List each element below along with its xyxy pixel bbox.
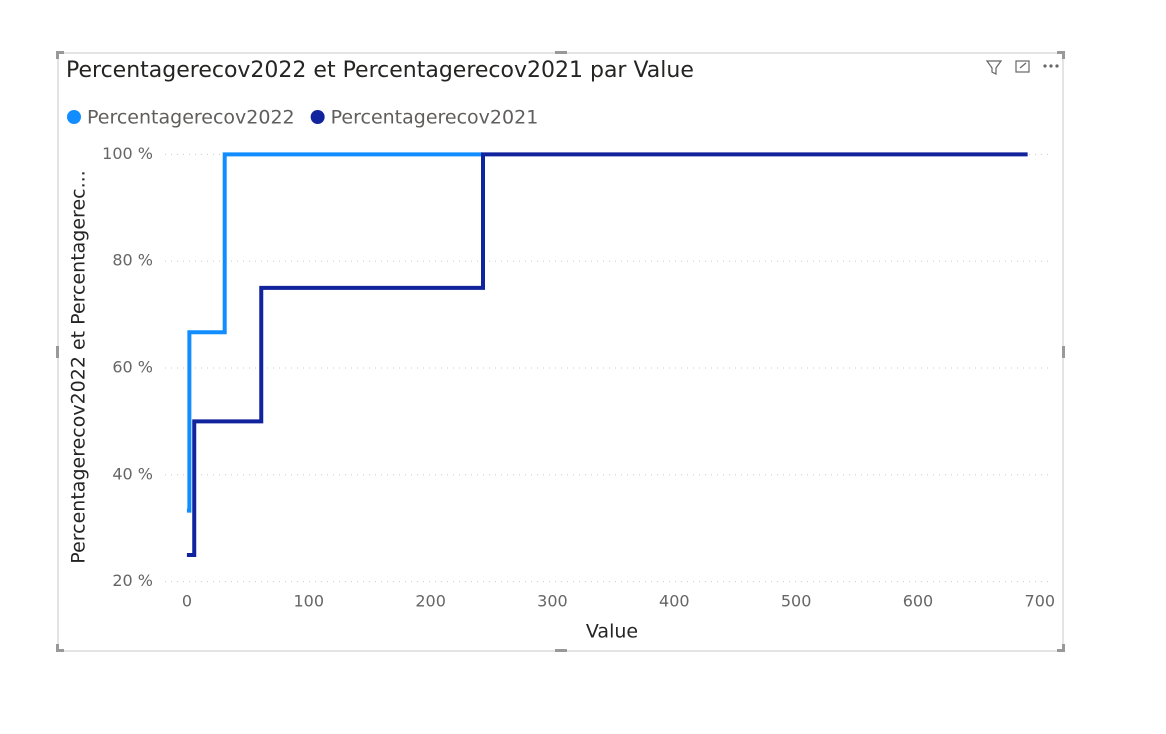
legend-label: Percentagerecov2021 (331, 107, 539, 129)
y-tick-label: 20 % (112, 571, 153, 590)
series-line (186, 152, 1028, 557)
x-tick-label: 0 (182, 592, 192, 611)
visual-frame (57, 52, 1064, 652)
chart-title: Percentagerecov2022 et Percentagerecov20… (66, 58, 694, 83)
x-tick-label: 100 (293, 592, 324, 611)
x-tick-label: 200 (415, 592, 446, 611)
x-tick-label: 400 (659, 592, 690, 611)
x-tick-label: 700 (1025, 592, 1056, 611)
series-line (186, 152, 484, 513)
y-axis-title: Percentagerecov2022 et Percentagerec... (68, 170, 90, 563)
x-axis-title: Value (586, 621, 638, 643)
x-tick-label: 500 (781, 592, 812, 611)
legend-marker (67, 110, 81, 124)
x-tick-label: 600 (903, 592, 934, 611)
x-tick-label: 300 (537, 592, 568, 611)
y-tick-label: 40 % (112, 464, 153, 483)
visual-header-icons[interactable] (985, 60, 1059, 75)
legend-marker (310, 110, 325, 124)
y-tick-label: 100 % (102, 144, 153, 163)
y-tick-label: 80 % (112, 251, 153, 270)
legend-label: Percentagerecov2022 (87, 107, 295, 129)
y-tick-label: 60 % (112, 358, 153, 377)
resize-handles (56, 51, 1065, 652)
